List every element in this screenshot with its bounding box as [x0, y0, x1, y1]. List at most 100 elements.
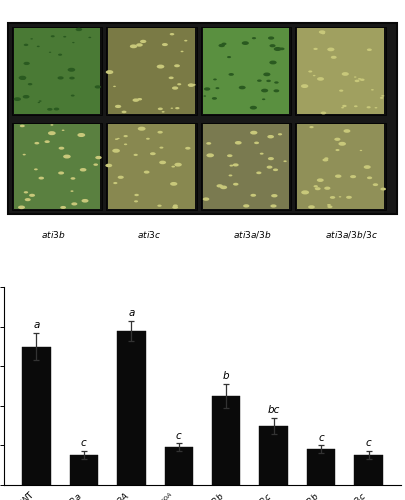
Circle shape [313, 75, 315, 76]
Circle shape [252, 37, 256, 40]
Circle shape [174, 64, 180, 68]
Circle shape [69, 76, 75, 80]
Circle shape [267, 135, 274, 138]
Circle shape [168, 76, 174, 79]
Circle shape [94, 164, 98, 166]
Circle shape [228, 174, 232, 176]
Circle shape [228, 73, 234, 76]
Circle shape [273, 90, 279, 92]
Circle shape [136, 43, 143, 46]
Circle shape [181, 50, 183, 52]
Circle shape [38, 176, 44, 180]
Circle shape [23, 95, 30, 98]
Circle shape [76, 28, 82, 31]
Circle shape [219, 44, 225, 47]
Circle shape [117, 138, 119, 139]
Circle shape [342, 105, 347, 107]
Circle shape [134, 154, 138, 156]
Circle shape [24, 191, 28, 194]
Circle shape [81, 199, 89, 202]
Circle shape [334, 138, 341, 141]
Circle shape [250, 194, 256, 197]
Bar [22, 346, 51, 485]
Circle shape [60, 206, 66, 209]
Circle shape [58, 172, 64, 174]
Circle shape [271, 204, 277, 208]
Circle shape [346, 196, 352, 199]
Circle shape [106, 70, 113, 74]
Circle shape [122, 110, 126, 113]
Text: bc: bc [268, 405, 280, 415]
Bar [201, 28, 292, 115]
Text: c: c [81, 438, 87, 448]
Circle shape [124, 135, 128, 138]
Circle shape [233, 183, 239, 186]
Circle shape [227, 154, 232, 157]
Circle shape [192, 84, 196, 86]
Circle shape [29, 194, 35, 197]
Circle shape [330, 196, 335, 199]
Circle shape [177, 83, 181, 86]
Text: a: a [128, 308, 134, 318]
Bar [12, 28, 102, 115]
Circle shape [146, 138, 150, 140]
Circle shape [324, 186, 330, 190]
Circle shape [170, 182, 177, 186]
Circle shape [113, 182, 117, 184]
Text: c: c [366, 438, 371, 448]
Circle shape [327, 204, 331, 206]
Circle shape [62, 130, 64, 131]
Circle shape [63, 36, 66, 38]
Circle shape [71, 94, 75, 96]
Circle shape [63, 154, 71, 158]
Circle shape [37, 46, 40, 47]
Circle shape [301, 190, 309, 194]
Circle shape [271, 194, 277, 198]
Circle shape [118, 176, 124, 179]
Text: a: a [33, 320, 40, 330]
Circle shape [308, 205, 315, 208]
Circle shape [173, 204, 178, 207]
Circle shape [360, 150, 362, 151]
Circle shape [206, 142, 211, 144]
Circle shape [261, 88, 268, 92]
Circle shape [380, 97, 384, 99]
Circle shape [335, 149, 339, 151]
Circle shape [34, 142, 39, 144]
Circle shape [217, 184, 223, 188]
Circle shape [322, 158, 328, 162]
Circle shape [235, 141, 242, 144]
Circle shape [313, 48, 318, 50]
Circle shape [278, 133, 282, 136]
Circle shape [18, 206, 25, 209]
Circle shape [115, 105, 121, 108]
Circle shape [157, 64, 164, 68]
Circle shape [115, 138, 118, 140]
Circle shape [28, 83, 32, 86]
Text: c: c [176, 430, 181, 440]
Circle shape [171, 108, 173, 109]
Circle shape [72, 42, 75, 43]
Circle shape [25, 198, 31, 201]
Circle shape [134, 200, 138, 202]
Circle shape [38, 102, 40, 103]
Circle shape [317, 77, 324, 80]
Circle shape [54, 108, 59, 110]
Circle shape [172, 206, 178, 209]
Circle shape [301, 84, 308, 88]
Circle shape [360, 78, 364, 81]
Circle shape [242, 41, 249, 45]
Circle shape [88, 36, 91, 38]
Text: $ati3b$: $ati3b$ [41, 229, 66, 240]
Circle shape [268, 157, 274, 160]
Text: b: b [223, 371, 230, 381]
Circle shape [230, 164, 233, 166]
Circle shape [158, 131, 163, 134]
Circle shape [80, 168, 87, 172]
Bar [297, 28, 384, 114]
Circle shape [263, 72, 271, 76]
Circle shape [144, 170, 149, 173]
Circle shape [269, 60, 277, 64]
Circle shape [184, 40, 188, 42]
Circle shape [95, 86, 101, 88]
